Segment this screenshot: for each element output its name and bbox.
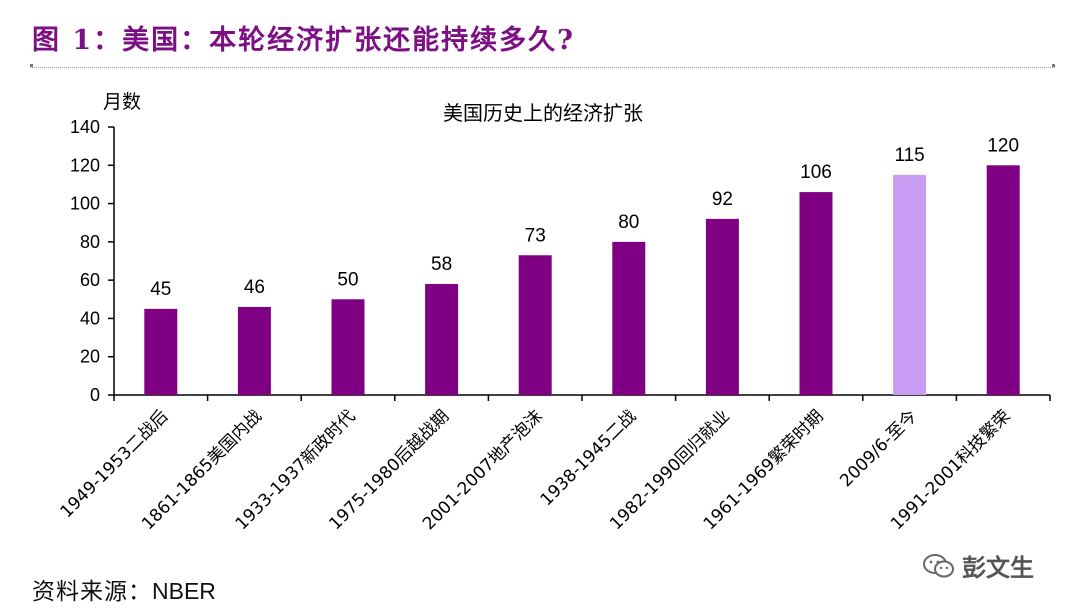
- y-axis-label: 月数: [103, 91, 141, 113]
- y-tick-label: 60: [80, 270, 100, 290]
- y-tick-label: 20: [80, 347, 100, 367]
- data-label: 106: [800, 162, 832, 183]
- data-label: 50: [337, 269, 358, 290]
- divider-left-tick: [30, 64, 33, 67]
- data-label: 115: [894, 145, 924, 166]
- x-tick-label: 2009/6-至今: [836, 406, 921, 491]
- bar: [986, 165, 1020, 395]
- bar: [144, 308, 178, 395]
- y-tick-label: 100: [70, 194, 100, 214]
- bar-chart: 美国历史上的经济扩张月数020406080100120140451949-195…: [57, 91, 1051, 534]
- bar: [893, 174, 927, 395]
- bar: [799, 192, 833, 395]
- source-label: 资料来源：: [32, 579, 152, 605]
- bar: [331, 299, 365, 395]
- y-tick-label: 120: [70, 155, 100, 175]
- bar: [518, 255, 552, 395]
- x-tick-label: 1938-1945二战: [537, 406, 641, 510]
- figure-title: 图 1：美国：本轮经济扩张还能持续多久?: [32, 25, 576, 56]
- data-label: 58: [431, 254, 452, 275]
- data-label: 80: [618, 212, 639, 233]
- bar: [425, 283, 459, 395]
- y-tick-label: 40: [80, 308, 100, 328]
- y-tick-label: 80: [80, 232, 100, 252]
- source-value: NBER: [152, 578, 216, 604]
- data-label: 46: [244, 277, 265, 298]
- y-tick-label: 140: [70, 117, 100, 137]
- title-divider: [30, 67, 1055, 68]
- data-label: 73: [525, 225, 546, 246]
- divider-right-tick: [1052, 64, 1055, 67]
- y-tick-label: 0: [90, 385, 100, 405]
- data-label: 45: [150, 279, 171, 300]
- wechat-icon: [923, 553, 954, 577]
- data-label: 92: [712, 189, 733, 210]
- chart-title: 美国历史上的经济扩张: [443, 101, 643, 125]
- source-note: 资料来源：NBER: [32, 572, 216, 606]
- bar: [612, 241, 646, 395]
- data-label: 120: [987, 135, 1019, 156]
- watermark: 彭文生: [922, 548, 1034, 583]
- watermark-text: 彭文生: [962, 554, 1034, 582]
- bar: [237, 306, 271, 395]
- bar: [705, 218, 739, 395]
